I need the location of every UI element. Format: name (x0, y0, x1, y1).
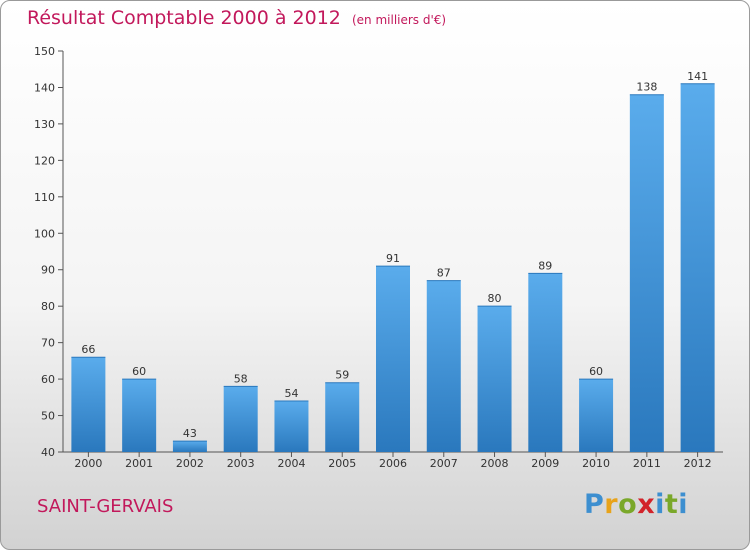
bar-value-label: 54 (284, 387, 298, 400)
x-tick-label: 2011 (633, 457, 661, 470)
y-tick-label: 150 (34, 45, 55, 58)
x-tick-label: 2002 (176, 457, 204, 470)
x-tick-label: 2001 (125, 457, 153, 470)
bar (71, 357, 106, 452)
bar (274, 400, 309, 452)
bar (122, 379, 157, 452)
x-tick-label: 2008 (481, 457, 509, 470)
bar (325, 382, 360, 452)
y-tick-label: 60 (41, 373, 55, 386)
x-tick-label: 2012 (684, 457, 712, 470)
y-tick-label: 140 (34, 81, 55, 94)
y-tick-label: 50 (41, 410, 55, 423)
town-name: SAINT-GERVAIS (37, 496, 174, 517)
x-tick-label: 2003 (227, 457, 255, 470)
y-tick-label: 110 (34, 191, 55, 204)
bar (629, 94, 664, 452)
bar-value-label: 58 (234, 372, 248, 385)
y-tick-label: 120 (34, 154, 55, 167)
bar (477, 306, 512, 452)
bar-value-label: 89 (538, 259, 552, 272)
bar-value-label: 59 (335, 369, 349, 382)
bar-value-label: 91 (386, 252, 400, 265)
bar-value-label: 80 (488, 292, 502, 305)
bar-value-label: 43 (183, 427, 197, 440)
chart-title: Résultat Comptable 2000 à 2012 (27, 7, 341, 29)
bar-value-label: 66 (81, 343, 95, 356)
x-tick-label: 2007 (430, 457, 458, 470)
y-tick-label: 90 (41, 264, 55, 277)
bar (223, 386, 258, 452)
proxiti-logo: Proxiti (584, 489, 689, 520)
bar-value-label: 60 (589, 365, 603, 378)
bar (680, 83, 715, 453)
x-tick-label: 2000 (74, 457, 102, 470)
bar (426, 280, 461, 452)
x-tick-label: 2005 (328, 457, 356, 470)
y-tick-label: 80 (41, 300, 55, 313)
bar-value-label: 87 (437, 267, 451, 280)
y-tick-label: 40 (41, 446, 55, 459)
bar-value-label: 60 (132, 365, 146, 378)
chart-title-block: Résultat Comptable 2000 à 2012 (en milli… (27, 7, 446, 29)
x-tick-label: 2006 (379, 457, 407, 470)
bar (579, 379, 614, 452)
bar-value-label: 141 (687, 70, 708, 83)
x-tick-label: 2009 (531, 457, 559, 470)
y-tick-label: 70 (41, 337, 55, 350)
chart-subtitle: (en milliers d'€) (351, 13, 447, 27)
y-tick-label: 130 (34, 118, 55, 131)
x-tick-label: 2004 (277, 457, 305, 470)
bar (376, 266, 410, 452)
x-tick-label: 2010 (582, 457, 610, 470)
bar (172, 441, 207, 452)
y-tick-label: 100 (34, 227, 55, 240)
bar (528, 273, 563, 452)
bar-value-label: 138 (636, 81, 657, 94)
